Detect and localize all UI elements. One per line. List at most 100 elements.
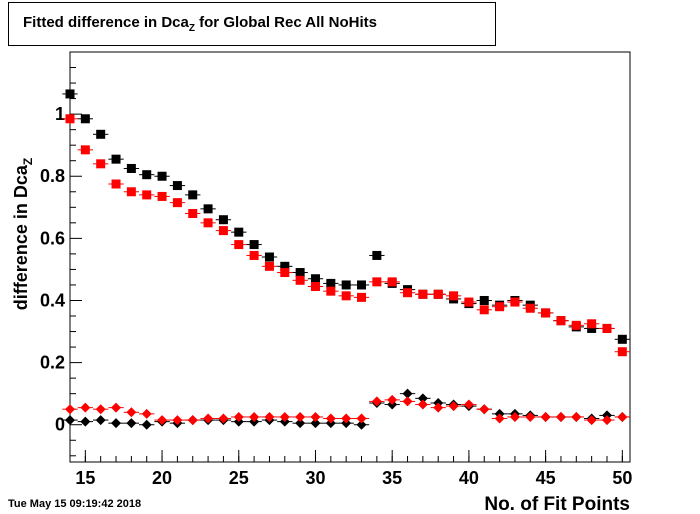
data-point [80,416,91,427]
data-point [111,418,122,429]
data-point [264,411,275,422]
data-point [433,402,444,413]
y-axis-label: difference in DcaZ [11,158,35,310]
data-point [203,218,213,228]
data-point [326,286,336,296]
data-point [280,261,290,271]
series-1 [62,114,630,357]
data-point [357,292,367,302]
y-tick-label: 0.4 [40,290,65,310]
data-point [172,198,182,208]
data-point [249,250,259,260]
chart-title: Fitted difference in DcaZ for Global Rec… [23,14,377,34]
data-point [96,129,106,139]
chart-title-sub: Z [188,23,195,34]
data-point [509,411,520,422]
data-point [188,209,198,219]
data-point [418,289,428,299]
data-point [203,413,214,424]
data-point [264,252,274,262]
data-point [157,191,167,201]
data-point [341,291,351,301]
data-point [571,411,582,422]
data-point [111,154,121,164]
data-point [187,415,198,426]
x-tick-label: 45 [536,468,556,488]
data-point [617,334,627,344]
data-point [310,418,321,429]
data-point [371,396,382,407]
data-point [479,295,489,305]
data-point [126,418,137,429]
data-marks [62,89,630,430]
data-point [510,297,520,307]
data-point [126,407,137,418]
data-point [525,411,536,422]
data-point [111,402,122,413]
data-point [356,413,367,424]
data-point [556,316,566,326]
data-point [571,320,581,330]
data-point [65,415,75,426]
data-point [402,396,413,407]
data-point [218,215,228,225]
data-point [234,227,244,237]
data-point [203,204,213,214]
data-point [310,274,320,284]
data-point [80,402,91,413]
data-point [249,411,260,422]
data-point [65,114,75,124]
y-tick-label: 0 [55,415,65,435]
data-point [356,419,367,430]
y-tick-label: 0.2 [40,353,65,373]
chart-title-rest: for Global Rec All NoHits [194,14,377,31]
data-point [325,413,336,424]
x-tick-label: 40 [459,468,479,488]
x-tick-label: 25 [229,468,249,488]
data-point [310,411,321,422]
data-point [479,404,490,415]
data-point [495,302,505,312]
x-axis: 15 20 25 30 35 40 45 50 [69,450,632,488]
x-tick-label: 50 [612,468,632,488]
data-point [172,181,182,191]
data-point [372,277,382,287]
data-point [95,404,106,415]
data-point [188,190,198,200]
data-point [525,303,535,313]
data-point [295,275,305,285]
data-point [372,250,382,260]
data-point [142,170,152,180]
data-point [234,240,244,250]
y-tick-label: 0.8 [40,166,65,186]
data-point [157,171,167,181]
data-point [172,415,183,426]
y-tick-label: 0.6 [40,228,65,248]
data-point [463,399,474,410]
data-point [80,145,90,155]
y-tick-label: 1 [55,104,65,124]
x-tick-label: 35 [382,468,402,488]
data-point [249,240,259,250]
series-0 [62,89,630,344]
data-point [357,280,367,290]
data-point [126,163,136,173]
data-point [295,268,305,278]
data-point [279,411,290,422]
data-point [142,190,152,200]
data-point [295,418,306,429]
data-point [310,282,320,292]
data-point [141,419,152,430]
plot-frame [69,51,631,463]
data-point [617,411,628,422]
data-point [126,187,136,197]
data-point [540,411,551,422]
data-point [448,401,459,412]
data-point [264,261,274,271]
data-point [218,226,228,236]
x-tick-label: 20 [152,468,172,488]
data-point [280,268,290,278]
data-point [387,394,398,405]
data-point [403,288,413,298]
